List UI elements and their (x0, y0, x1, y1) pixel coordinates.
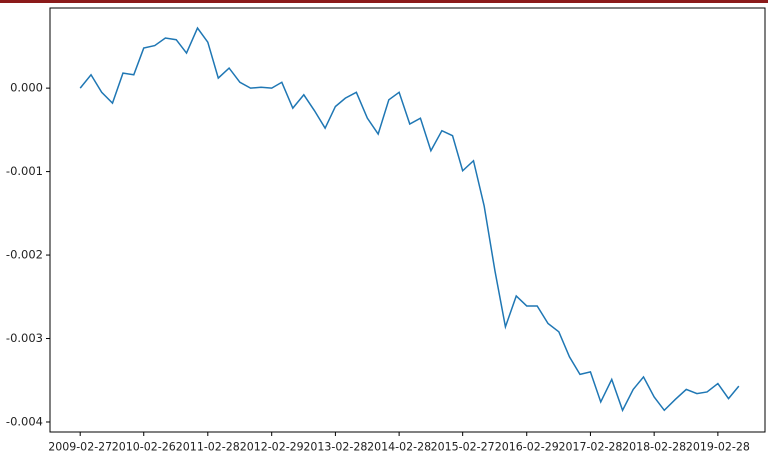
x-tick-label: 2010-02-26 (112, 440, 176, 454)
line (79, 26, 740, 413)
x-tick-label: 2017-02-28 (558, 440, 622, 454)
x-tick-label: 2018-02-28 (622, 440, 686, 454)
y-tick-label: -0.004 (6, 414, 43, 428)
y-tick-label: 0.000 (10, 81, 43, 95)
x-tick-label: 2012-02-29 (240, 440, 304, 454)
x-tick-label: 2013-02-28 (303, 440, 367, 454)
x-tick-label: 2009-02-27 (48, 440, 112, 454)
y-tick-label: -0.001 (6, 164, 43, 178)
x-tick-label: 2016-02-29 (495, 440, 559, 454)
top-bar (0, 0, 768, 3)
x-tick-label: 2015-02-27 (431, 440, 495, 454)
y-tick-label: -0.003 (6, 331, 43, 345)
plot-frame (49, 7, 766, 433)
x-tick-label: 2019-02-28 (686, 440, 750, 454)
x-tick-label: 2014-02-28 (367, 440, 431, 454)
x-tick-label: 2011-02-28 (176, 440, 240, 454)
y-tick-label: -0.002 (6, 248, 43, 262)
